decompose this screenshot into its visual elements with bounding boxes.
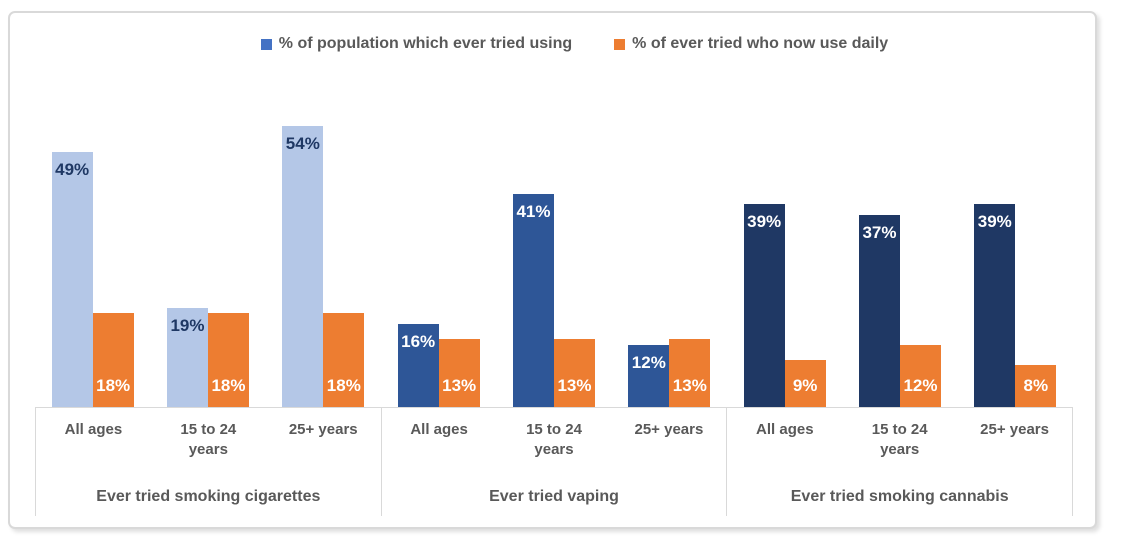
bar-ever-tried: 54% — [282, 126, 324, 407]
legend-label-ever-tried: % of population which ever tried using — [278, 35, 573, 52]
bar-ever-tried: 12% — [628, 345, 670, 407]
category-slot: 19% 18% — [150, 308, 265, 407]
category-slot: 49% 18% — [35, 152, 150, 407]
bar-value-label: 19% — [170, 316, 205, 335]
category-slot: 41% 13% — [496, 194, 611, 407]
bar-daily: 12% — [899, 345, 941, 407]
category-axis: All ages 15 to 24 years 25+ years Ever trie… — [35, 407, 1073, 516]
bar-value-label: 37% — [862, 223, 897, 242]
chart-legend: % of population which ever tried using %… — [10, 35, 1095, 53]
category-label-row: All ages 15 to 24 years 25+ years — [727, 408, 1072, 459]
bar-value-label: 18% — [96, 376, 131, 395]
bar-value-label: 13% — [672, 376, 707, 395]
legend-swatch-daily-icon — [614, 38, 626, 50]
bar-value-label: 39% — [747, 212, 782, 231]
category-label: All ages — [36, 420, 151, 459]
category-label: 15 to 24 years — [151, 420, 266, 459]
axis-group: All ages 15 to 24 years 25+ years Ever trie… — [726, 408, 1072, 516]
category-slot: 16% 13% — [381, 324, 496, 407]
legend-swatch-ever-tried-icon — [260, 38, 272, 50]
bar-value-label: 12% — [631, 353, 666, 372]
bar-ever-tried: 37% — [858, 215, 900, 407]
category-slot: 54% 18% — [266, 126, 381, 407]
bar-ever-tried: 16% — [397, 324, 439, 407]
category-label-text: All ages — [64, 421, 123, 438]
axis-group: All ages 15 to 24 years 25+ years Ever trie… — [36, 408, 381, 516]
bar-value-label: 18% — [211, 376, 246, 395]
chart-frame: % of population which ever tried using %… — [8, 11, 1097, 529]
category-slot: 12% 13% — [612, 339, 727, 407]
category-label-text: All ages — [756, 421, 814, 438]
group-label: Ever tried vaping — [489, 488, 619, 505]
bar-ever-tried: 41% — [512, 194, 554, 407]
bar-value-label: 54% — [285, 134, 320, 153]
bar-value-label: 13% — [442, 376, 477, 395]
bar-value-label: 8% — [1023, 376, 1049, 395]
legend-label-daily: % of ever tried who now use daily — [632, 35, 889, 52]
bar-daily: 9% — [784, 360, 826, 407]
category-label: 25+ years — [266, 420, 381, 459]
category-label-text: All ages — [410, 421, 468, 438]
category-label: 15 to 24 years — [497, 420, 612, 459]
group-label: Ever tried smoking cannabis — [790, 488, 1009, 505]
category-label-text: 25+ years — [634, 421, 704, 438]
bar-daily: 18% — [92, 313, 134, 407]
bar-daily: 18% — [323, 313, 365, 407]
category-label: All ages — [727, 420, 842, 459]
category-label-text: 15 to 24 years — [180, 421, 237, 458]
bar-value-label: 49% — [55, 160, 90, 179]
category-slot: 39% 8% — [958, 204, 1073, 407]
bar-value-label: 16% — [401, 332, 436, 351]
bar-daily: 13% — [553, 339, 595, 407]
bar-ever-tried: 49% — [51, 152, 93, 407]
bar-value-label: 13% — [557, 376, 592, 395]
bar-daily: 13% — [438, 339, 480, 407]
category-label: 25+ years — [957, 420, 1072, 459]
plot-area: 49% 18% 19% 18% 54% 18% 16% 13% 41% 13% 12% 13% 39% 9… — [35, 117, 1073, 407]
bar-value-label: 12% — [903, 376, 938, 395]
category-label-row: All ages 15 to 24 years 25+ years — [36, 408, 381, 459]
category-slot: 37% 12% — [842, 215, 957, 407]
bar-daily: 13% — [669, 339, 711, 407]
bar-daily: 18% — [207, 313, 249, 407]
bar-value-label: 18% — [326, 376, 361, 395]
bar-value-label: 9% — [792, 376, 818, 395]
category-label-row: All ages 15 to 24 years 25+ years — [382, 408, 727, 459]
axis-group: All ages 15 to 24 years 25+ years Ever trie… — [380, 408, 727, 516]
group-label: Ever tried smoking cigarettes — [96, 488, 321, 505]
category-label-text: 15 to 24 years — [871, 421, 928, 458]
bar-value-label: 39% — [977, 212, 1012, 231]
legend-item-daily: % of ever tried who now use daily — [614, 35, 888, 53]
bar-ever-tried: 39% — [743, 204, 785, 407]
bar-ever-tried: 39% — [974, 204, 1016, 407]
category-label-text: 25+ years — [288, 421, 358, 438]
category-label: 25+ years — [611, 420, 726, 459]
category-label-text: 25+ years — [980, 421, 1049, 438]
bar-daily: 8% — [1015, 365, 1057, 407]
category-label: 15 to 24 years — [842, 420, 957, 459]
bar-ever-tried: 19% — [166, 308, 208, 407]
category-slot: 39% 9% — [727, 204, 842, 407]
category-label-text: 15 to 24 years — [526, 421, 582, 458]
bar-value-label: 41% — [516, 202, 551, 221]
legend-item-ever-tried: % of population which ever tried using — [260, 35, 573, 53]
category-label: All ages — [382, 420, 497, 459]
